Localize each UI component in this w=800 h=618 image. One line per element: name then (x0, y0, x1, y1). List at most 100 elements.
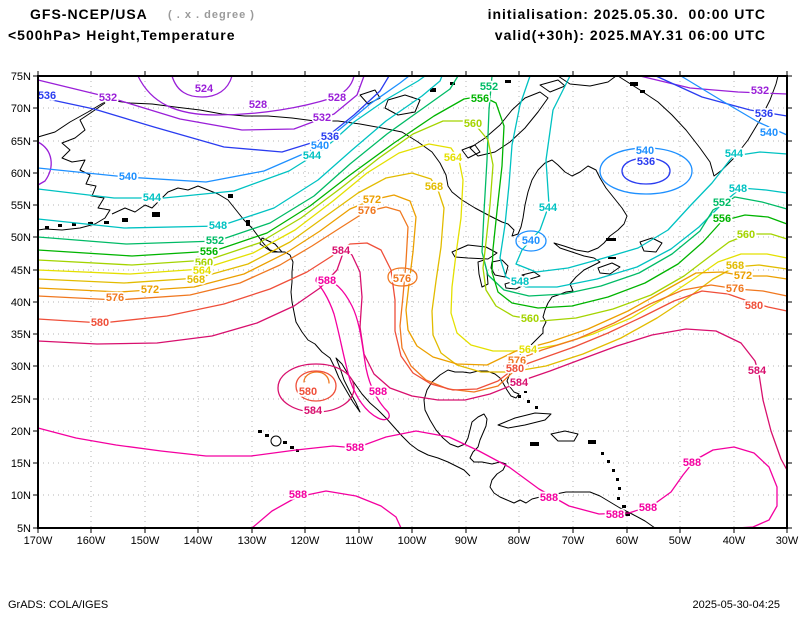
contour-label-588: 588 (369, 386, 387, 398)
contour-label-528: 528 (328, 92, 346, 104)
contour-label-532: 532 (99, 92, 117, 104)
contour-label-540: 540 (760, 127, 778, 139)
lon-tick-label: 40W (723, 535, 746, 547)
contour-label-556: 556 (200, 246, 218, 258)
contour-label-580: 580 (299, 386, 317, 398)
lat-tick-label: 40N (11, 297, 31, 309)
contour-label-580: 580 (745, 300, 763, 312)
lon-tick-label: 80W (508, 535, 531, 547)
initialisation-time: initialisation: 2025.05.30. 00:00 UTC (487, 6, 766, 22)
contour-label-564: 564 (193, 265, 212, 277)
lat-tick-label: 10N (11, 490, 31, 502)
coastlines (37, 75, 779, 529)
lon-tick-label: 110W (345, 535, 374, 547)
lon-tick-label: 90W (455, 535, 478, 547)
contour-label-548: 548 (511, 276, 529, 288)
contour-label-536: 536 (637, 156, 655, 168)
contour-label-576: 576 (726, 283, 744, 295)
contour-label-588: 588 (540, 492, 558, 504)
plot-timestamp: 2025-05-30-04:25 (692, 599, 780, 611)
contour-label-540: 540 (311, 140, 329, 152)
lat-tick-label: 50N (11, 232, 31, 244)
contour-label-568: 568 (187, 274, 205, 286)
contour-label-540: 540 (522, 235, 540, 247)
valid-time: valid(+30h): 2025.MAY.31 06:00 UTC (494, 27, 766, 43)
contour-label-564: 564 (519, 344, 538, 356)
lat-tick-label: 45N (11, 265, 31, 277)
contour-label-544: 544 (143, 192, 162, 204)
contour-label-588: 588 (639, 502, 657, 514)
contour-label-536: 536 (321, 131, 339, 143)
contour-label-560: 560 (521, 313, 539, 325)
contour-label-576: 576 (508, 355, 526, 367)
contour-label-556: 556 (471, 93, 489, 105)
lat-tick-label: 5N (17, 523, 31, 535)
lat-tick-label: 15N (11, 458, 31, 470)
contour-label-576: 576 (358, 205, 376, 217)
grads-credit: GrADS: COLA/IGES (8, 599, 109, 611)
contour-label-584: 584 (304, 405, 323, 417)
contour-label-544: 544 (303, 150, 322, 162)
contour-label-584: 584 (510, 377, 529, 389)
contour-label-584: 584 (748, 365, 767, 377)
lat-tick-label: 55N (11, 200, 31, 212)
contour-label-568: 568 (726, 260, 744, 272)
contour-label-532: 532 (313, 112, 331, 124)
contour-label-524: 524 (195, 83, 214, 95)
lon-tick-label: 60W (616, 535, 639, 547)
contour-label-556: 556 (713, 213, 731, 225)
contour-label-540: 540 (119, 171, 137, 183)
lat-tick-label: 70N (11, 103, 31, 115)
lon-tick-label: 140W (184, 535, 213, 547)
grid-resolution-note: ( . x . degree ) (168, 9, 255, 21)
lat-tick-label: 20N (11, 426, 31, 438)
contour-label-560: 560 (737, 229, 755, 241)
model-title: GFS-NCEP/USA (30, 6, 148, 22)
contour-label-528: 528 (249, 99, 267, 111)
lat-tick-label: 30N (11, 361, 31, 373)
lon-tick-label: 50W (669, 535, 692, 547)
contour-label-572: 572 (363, 194, 381, 206)
contour-label-588: 588 (289, 489, 307, 501)
lat-tick-label: 25N (11, 394, 31, 406)
contour-label-548: 548 (729, 183, 747, 195)
contour-label-588: 588 (318, 275, 336, 287)
contour-label-588: 588 (606, 509, 624, 521)
lon-tick-label: 30W (776, 535, 799, 547)
small-islands (45, 80, 645, 516)
contour-label-560: 560 (464, 118, 482, 130)
lon-tick-label: 100W (398, 535, 427, 547)
lon-tick-label: 130W (238, 535, 267, 547)
contour-label-564: 564 (444, 152, 463, 164)
lat-tick-label: 65N (11, 136, 31, 148)
contour-label-588: 588 (346, 442, 364, 454)
lat-tick-label: 35N (11, 329, 31, 341)
lat-tick-label: 75N (11, 71, 31, 83)
graticule (33, 71, 792, 533)
contour-label-572: 572 (141, 284, 159, 296)
contour-label-552: 552 (206, 235, 224, 247)
contour-label-584: 584 (332, 245, 351, 257)
lon-tick-label: 150W (131, 535, 160, 547)
lon-tick-label: 120W (291, 535, 320, 547)
contour-label-552: 552 (480, 81, 498, 93)
lon-tick-label: 70W (562, 535, 585, 547)
contour-label-576: 576 (106, 292, 124, 304)
contour-label-560: 560 (195, 257, 213, 269)
contour-label-548: 548 (209, 220, 227, 232)
contour-label-580: 580 (91, 317, 109, 329)
lon-tick-label: 170W (24, 535, 53, 547)
lon-tick-label: 160W (77, 535, 106, 547)
contour-label-540: 540 (636, 145, 654, 157)
axis-labels: 75N 70N 65N 60N 55N 50N 45N 40N 35N 30N 25N 20N 15N 1… (11, 71, 799, 547)
contour-label-536: 536 (755, 108, 773, 120)
contour-label-580: 580 (506, 363, 524, 375)
map-frame (37, 75, 788, 529)
contour-label-536: 536 (38, 90, 56, 102)
contour-label-544: 544 (725, 148, 744, 160)
contour-label-576: 576 (393, 273, 411, 285)
contour-label-568: 568 (425, 181, 443, 193)
height-contours (37, 75, 788, 529)
